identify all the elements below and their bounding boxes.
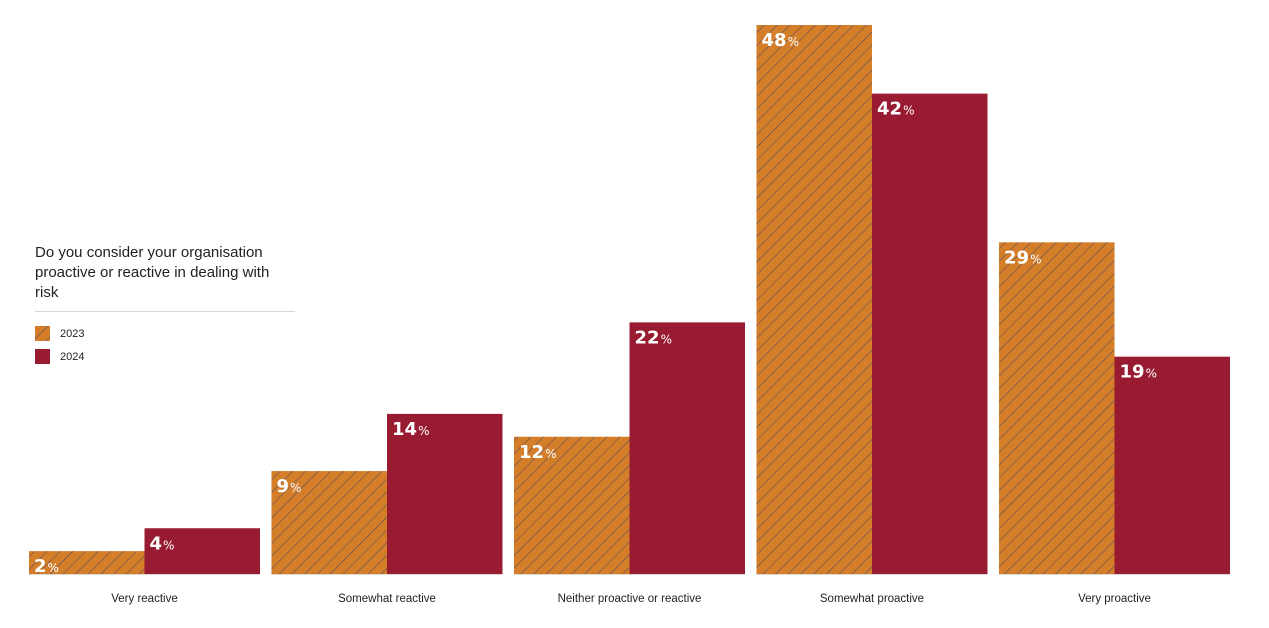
legend-list: 2023 2024 [35, 322, 295, 368]
category-label-very-reactive: Very reactive [111, 593, 177, 605]
legend-swatch-2023 [35, 326, 50, 341]
bar-2023-somewhat-proactive [756, 25, 872, 574]
legend-item-2023: 2023 [35, 322, 295, 345]
bar-2024-somewhat-reactive [387, 413, 503, 574]
legend-label-2023: 2023 [60, 327, 85, 340]
category-label-neither-proactive-or-reactive: Neither proactive or reactive [558, 593, 702, 605]
data-label-2024-very-proactive: 19% [1120, 362, 1157, 383]
data-label-2024-somewhat-reactive: 14% [392, 419, 429, 440]
category-labels: Very reactive Somewhat reactive Neither pr… [111, 593, 1151, 605]
legend-item-2024: 2024 [35, 345, 295, 368]
category-label-somewhat-proactive: Somewhat proactive [820, 593, 924, 605]
data-label-2023-somewhat-reactive: 9% [277, 476, 302, 497]
bar-value-labels: 2% 4% 9% 14% 12% 22% 48% 42% 29% 19% [34, 30, 1157, 577]
chart-title: Do you consider your organisation proact… [35, 243, 295, 312]
bar-2023-somewhat-reactive [271, 471, 387, 574]
bar-2024-very-reactive [144, 528, 260, 574]
data-label-2023-somewhat-proactive: 48% [762, 30, 799, 51]
bar-2023-very-proactive [999, 242, 1115, 574]
bar-2023-neither-proactive-or-reactive [514, 436, 630, 574]
data-label-2024-somewhat-proactive: 42% [877, 99, 914, 120]
category-label-very-proactive: Very proactive [1078, 593, 1151, 605]
legend: Do you consider your organisation proact… [35, 243, 295, 368]
data-label-2023-very-reactive: 2% [34, 556, 59, 577]
bar-2024-neither-proactive-or-reactive [629, 322, 745, 574]
bar-2024-very-proactive [1114, 356, 1230, 574]
bar-2023-very-reactive [29, 551, 145, 574]
data-label-2023-very-proactive: 29% [1004, 247, 1041, 268]
legend-label-2024: 2024 [60, 350, 85, 363]
bars [29, 25, 1230, 574]
legend-swatch-2024 [35, 349, 50, 364]
data-label-2024-very-reactive: 4% [150, 533, 175, 554]
category-label-somewhat-reactive: Somewhat reactive [338, 593, 436, 605]
data-label-2023-neither-proactive-or-reactive: 12% [519, 442, 556, 463]
data-label-2024-neither-proactive-or-reactive: 22% [635, 327, 672, 348]
bar-2024-somewhat-proactive [872, 93, 988, 574]
